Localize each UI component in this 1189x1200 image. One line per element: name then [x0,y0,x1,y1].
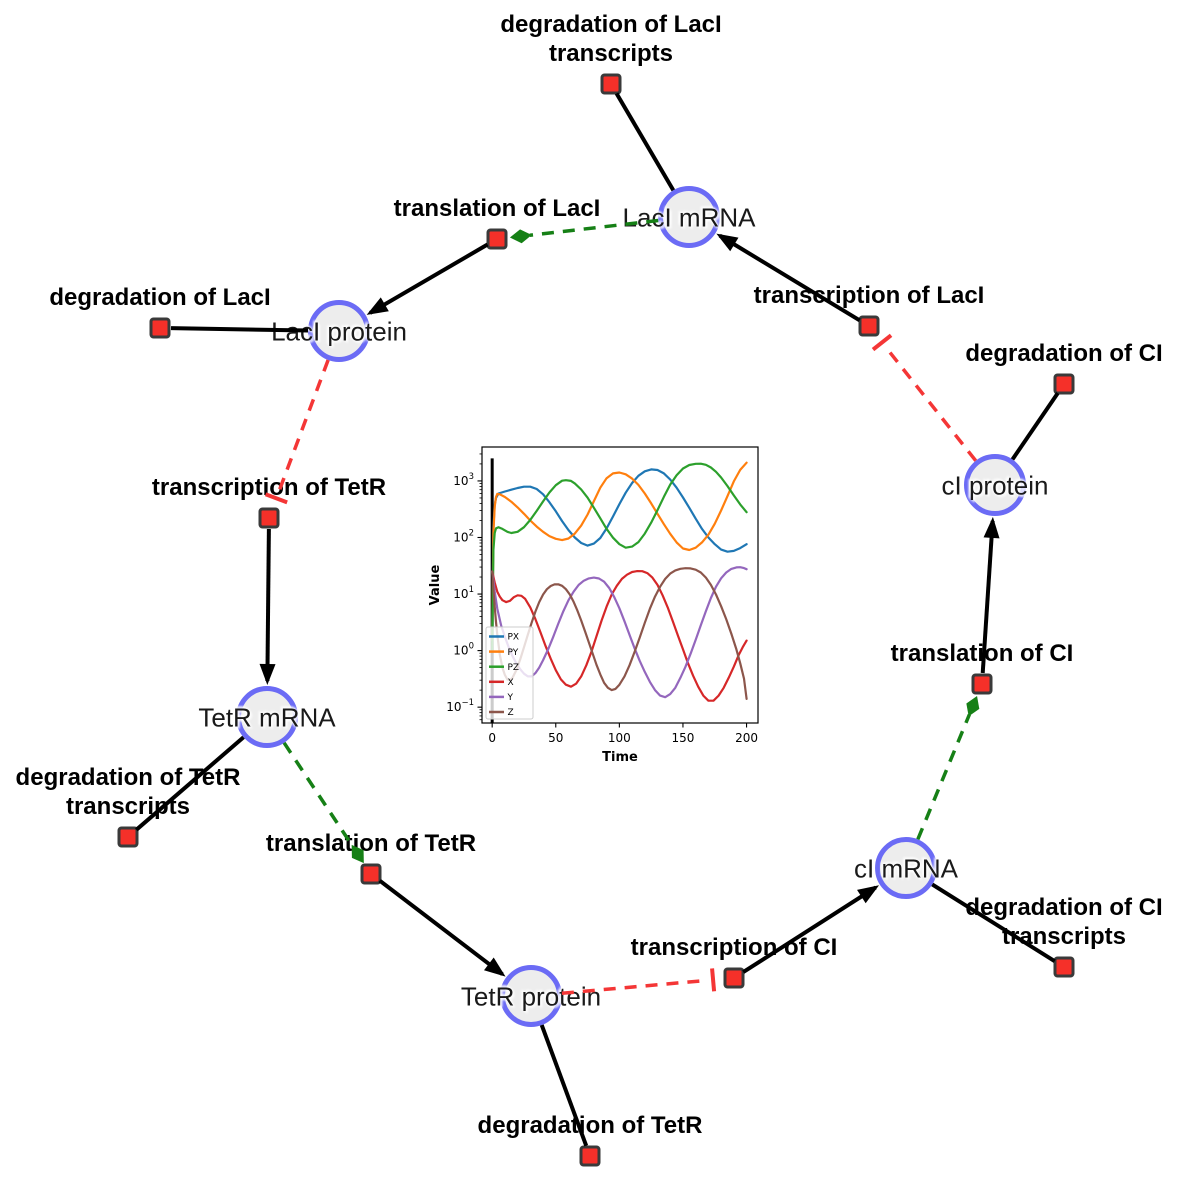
reaction-node-translation-of-ci[interactable] [971,673,993,695]
reaction-label-line: transcription of CI [630,934,838,961]
reaction-label-line: degradation of CI [965,894,1163,921]
chart-y-axis-label: Value [428,564,443,605]
x-tick-label: 150 [672,731,695,745]
legend-label: Z [508,708,514,718]
reaction-label-line: degradation of TetR [477,1112,703,1139]
reaction-label-translation-of-ci: translation of CI [891,639,1074,668]
y-tick-label: 10−1 [446,698,474,714]
legend-entry: PX [489,633,519,643]
reaction-label-line: transcripts [65,793,191,820]
reaction-label-degradation-of-tetr: degradation of TetR [478,1111,703,1140]
species-label-tetr-mrna: TetR mRNA [198,702,336,733]
legend-label: Y [507,693,514,703]
reaction-label-translation-of-tetr: translation of TetR [266,829,476,858]
legend-label: PZ [508,663,520,673]
inset-chart: 10−1 100 101 102 103 0 50 100 150 200 Time Value PX P… [425,430,770,765]
reaction-node-transcription-of-laci[interactable] [858,315,880,337]
reaction-label-translation-of-laci: translation of LacI [394,194,601,223]
chart-plot-area [481,446,759,724]
chart-x-axis-label: Time [602,750,638,765]
species-node-tetr-mrna[interactable] [236,686,298,748]
legend-label: PX [508,633,520,643]
y-tick-label: 100 [453,642,474,658]
reaction-label-degradation-of-ci-transcripts: degradation of CI transcripts [965,893,1162,951]
species-label-laci-protein: LacI protein [271,316,407,347]
reaction-node-degradation-of-laci-transcripts[interactable] [600,73,622,95]
species-node-laci-mrna[interactable] [658,186,720,248]
reaction-label-degradation-of-laci: degradation of LacI [49,283,270,312]
legend-entry: PY [489,648,519,658]
reaction-node-translation-of-laci[interactable] [486,228,508,250]
legend-entry: Z [489,708,514,718]
species-node-laci-protein[interactable] [308,300,370,362]
species-label-laci-mrna: LacI mRNA [622,202,756,233]
x-tick-label: 0 [488,731,496,745]
reaction-label-transcription-of-tetr: transcription of TetR [152,473,386,502]
species-node-ci-protein[interactable] [964,454,1026,516]
reaction-label-line: transcripts [548,40,674,67]
reaction-label-line: degradation of TetR [15,764,241,791]
reaction-label-line: translation of TetR [265,830,477,857]
chart-series-PX [491,468,748,635]
legend-entry: Y [489,693,514,703]
legend-label: PY [508,648,519,658]
legend-entry: PZ [489,663,519,673]
reaction-label-line: translation of LacI [393,195,601,222]
species-label-ci-protein: cI protein [941,470,1049,501]
reaction-node-transcription-of-ci[interactable] [723,967,745,989]
reaction-label-line: transcripts [1001,923,1127,950]
species-label-ci-mrna: cI mRNA [854,853,958,884]
species-label-tetr-protein: TetR protein [460,981,602,1012]
legend-entry: X [489,678,514,688]
x-tick-label: 50 [548,731,563,745]
species-node-tetr-protein[interactable] [500,965,562,1027]
reaction-label-transcription-of-laci: transcription of LacI [754,281,985,310]
reaction-label-line: transcription of TetR [151,474,387,501]
reaction-label-line: degradation of CI [965,340,1163,367]
y-tick-label: 103 [453,472,474,488]
x-tick-label: 100 [608,731,631,745]
reaction-node-degradation-of-laci[interactable] [149,317,171,339]
reaction-label-line: transcription of LacI [753,282,985,309]
reaction-node-degradation-of-tetr[interactable] [579,1145,601,1167]
chart-series-PY [491,461,748,642]
y-tick-label: 102 [453,528,474,544]
reaction-label-degradation-of-tetr-transcripts: degradation of TetR transcripts [16,763,241,821]
reaction-label-degradation-of-ci: degradation of CI [965,339,1162,368]
chart-series-PZ [491,462,748,652]
reaction-label-line: degradation of LacI [500,11,722,38]
chart-legend: PX PY PZ XYZ [485,626,534,720]
x-tick-label: 200 [735,731,758,745]
reaction-node-degradation-of-ci-transcripts[interactable] [1053,956,1075,978]
reaction-node-translation-of-tetr[interactable] [360,863,382,885]
reaction-node-transcription-of-tetr[interactable] [258,507,280,529]
reaction-node-degradation-of-ci[interactable] [1053,373,1075,395]
reaction-label-line: translation of CI [890,640,1074,667]
y-tick-label: 101 [453,585,474,601]
species-node-ci-mrna[interactable] [875,837,937,899]
legend-label: X [508,678,514,688]
reaction-label-transcription-of-ci: transcription of CI [631,933,838,962]
reaction-label-line: degradation of LacI [49,284,271,311]
reaction-node-degradation-of-tetr-transcripts[interactable] [117,826,139,848]
reaction-label-degradation-of-laci-transcripts: degradation of LacI transcripts [500,10,721,68]
